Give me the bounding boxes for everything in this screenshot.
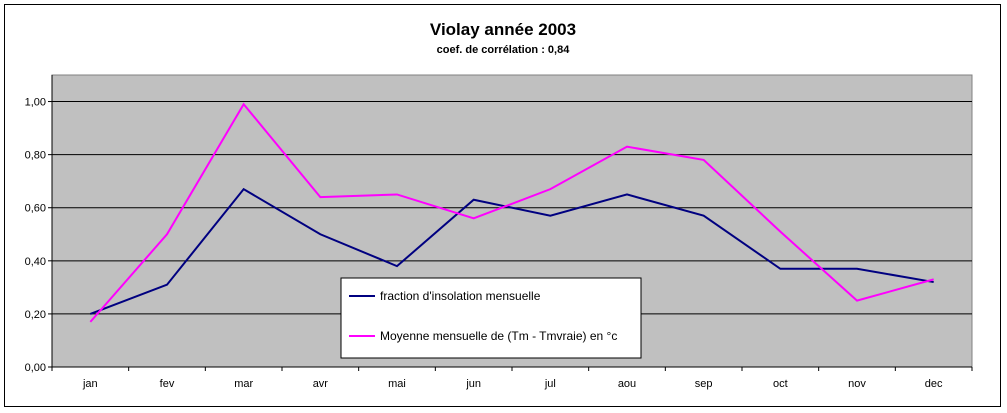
x-tick-label: mai	[388, 378, 406, 390]
legend-label-temperature: Moyenne mensuelle de (Tm - Tmvraie) en °…	[380, 329, 617, 343]
x-tick-label: nov	[848, 378, 866, 390]
x-tick-label: oct	[773, 378, 788, 390]
chart-svg: Violay année 2003 coef. de corrélation :…	[25, 20, 973, 390]
series-line-insolation	[89, 187, 934, 315]
y-tick-label: 0,60	[25, 203, 46, 215]
grid-lines	[52, 101, 972, 315]
x-tick-label: fev	[160, 378, 175, 390]
x-tick-label: dec	[925, 378, 943, 390]
x-tick-label: avr	[313, 378, 329, 390]
x-tick-label: mar	[234, 378, 253, 390]
y-tick-label: 1,00	[25, 97, 46, 109]
x-tick-label: sep	[695, 378, 713, 390]
legend-label-insolation: fraction d'insolation mensuelle	[380, 289, 541, 303]
x-tick-label: jun	[465, 378, 481, 390]
series-lines	[89, 102, 934, 323]
series-line-temperature	[89, 102, 934, 323]
y-tick-label: 0,40	[25, 256, 46, 268]
x-tick-label: jan	[82, 378, 98, 390]
x-tick-label: aou	[618, 378, 636, 390]
y-tick-label: 0,20	[25, 309, 46, 321]
chart-frame: Violay année 2003 coef. de corrélation :…	[4, 4, 1001, 407]
y-tick-label: 0,80	[25, 150, 46, 162]
chart-subtitle: coef. de corrélation : 0,84	[437, 44, 571, 56]
legend-box	[340, 277, 642, 359]
chart-title: Violay année 2003	[430, 20, 576, 39]
legend: fraction d'insolation mensuelle Moyenne …	[340, 277, 642, 359]
y-tick-label: 0,00	[25, 362, 46, 374]
axes: 0,00 0,20 0,40 0,60 0,80 1,00 jan fev mar avr mai j…	[25, 75, 973, 390]
x-tick-label: jul	[544, 378, 556, 390]
